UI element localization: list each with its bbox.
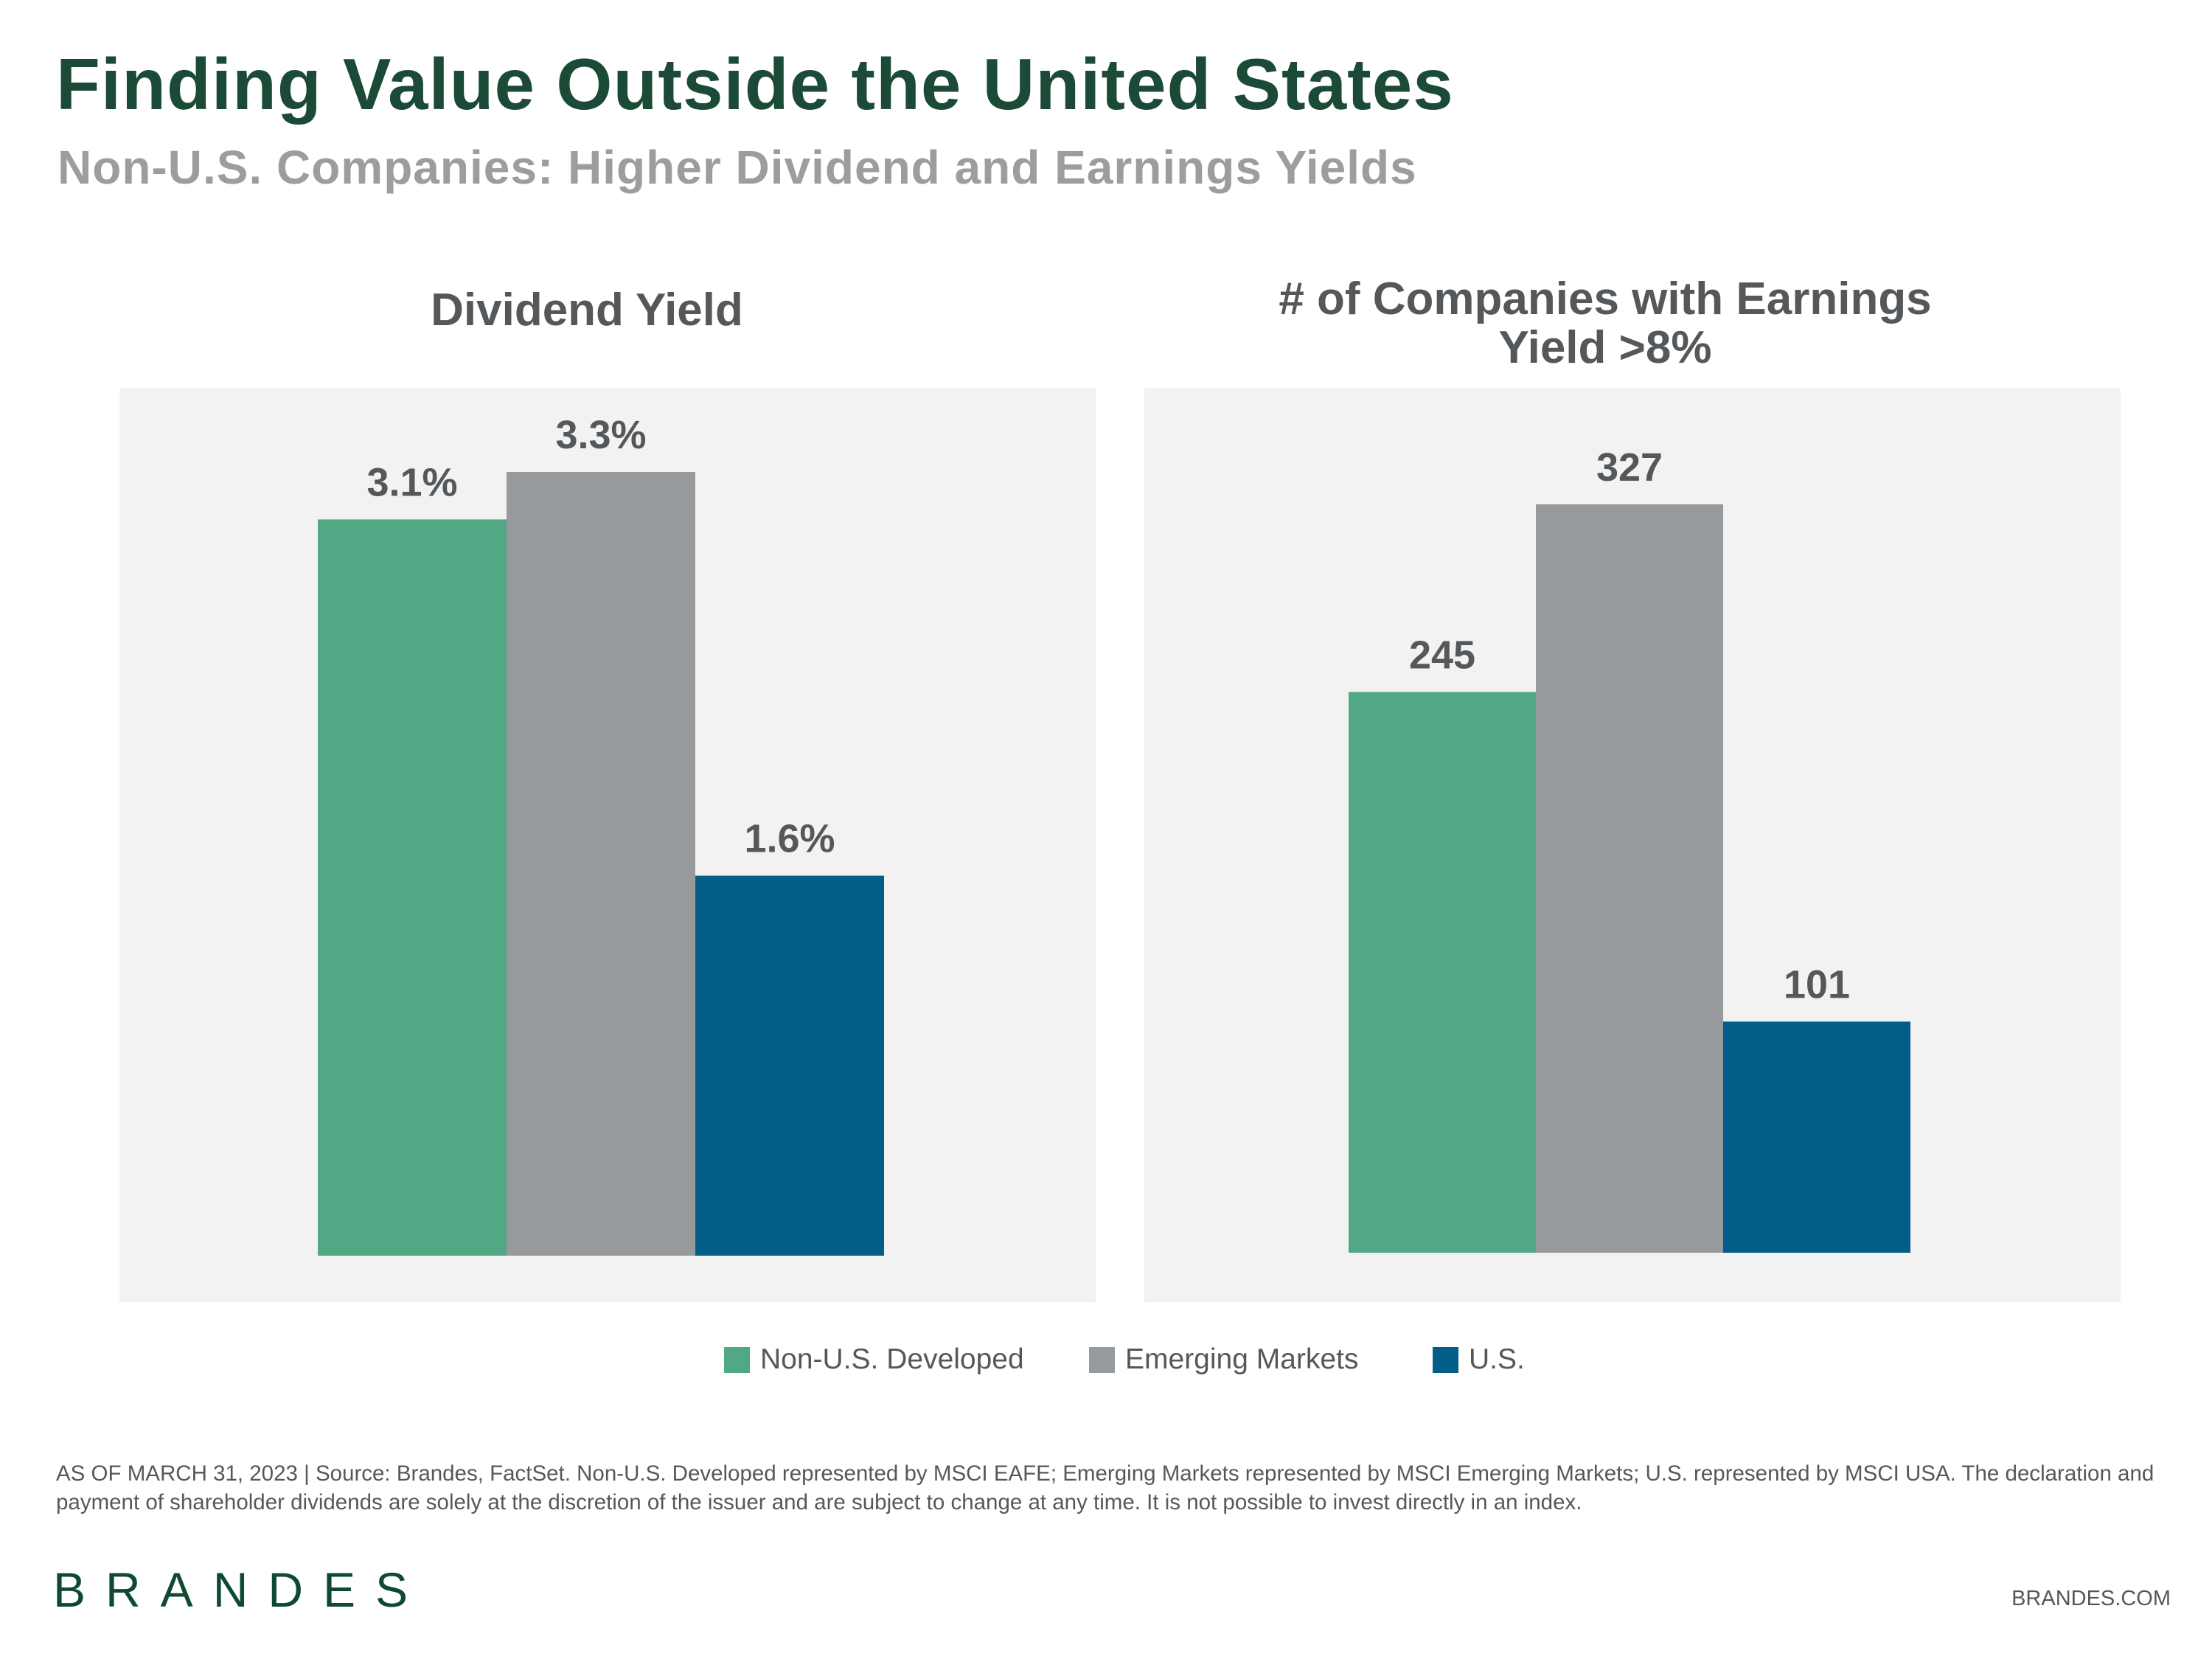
website-link[interactable]: BRANDES.COM [2011,1587,2171,1610]
legend-swatch-us [1433,1346,1458,1373]
data-label-us: 1.6% [744,817,835,861]
data-label-us: 101 [1784,962,1850,1006]
legend-item-non-us-developed: Non-U.S. Developed [724,1343,1024,1376]
legend-swatch-non-us-developed [724,1346,750,1373]
dividend-yield-chart-title: Dividend Yield [431,285,743,335]
bar-emerging-markets [1536,504,1723,1253]
data-label-emerging-markets: 327 [1596,445,1663,490]
bar-us [1723,1021,1910,1253]
earnings-yield-chart-title-line1: # of Companies with Earnings [1279,274,1932,324]
bar-us [695,875,884,1256]
earnings-yield-chart-title-line2: Yield >8% [1498,322,1712,373]
page-subtitle: Non-U.S. Companies: Higher Dividend and … [58,141,1417,194]
data-label-non-us-developed: 3.1% [366,460,457,504]
page-title: Finding Value Outside the United States [56,44,1454,125]
bar-non-us-developed [318,519,507,1256]
legend-label: U.S. [1469,1343,1525,1375]
legend-item-us: U.S. [1433,1343,1525,1376]
footnote-line-2: payment of shareholder dividends are sol… [56,1490,1582,1514]
data-label-non-us-developed: 245 [1409,633,1475,678]
legend-label: Emerging Markets [1125,1343,1359,1375]
legend-item-emerging-markets: Emerging Markets [1089,1343,1358,1376]
data-label-emerging-markets: 3.3% [555,413,646,457]
brandes-logo: BRANDES [53,1562,428,1617]
legend-swatch-emerging-markets [1089,1346,1115,1373]
bar-emerging-markets [507,472,695,1256]
footnote-line-1: AS OF MARCH 31, 2023 | Source: Brandes, … [56,1461,2154,1486]
bar-non-us-developed [1349,692,1536,1253]
legend-label: Non-U.S. Developed [760,1343,1024,1375]
